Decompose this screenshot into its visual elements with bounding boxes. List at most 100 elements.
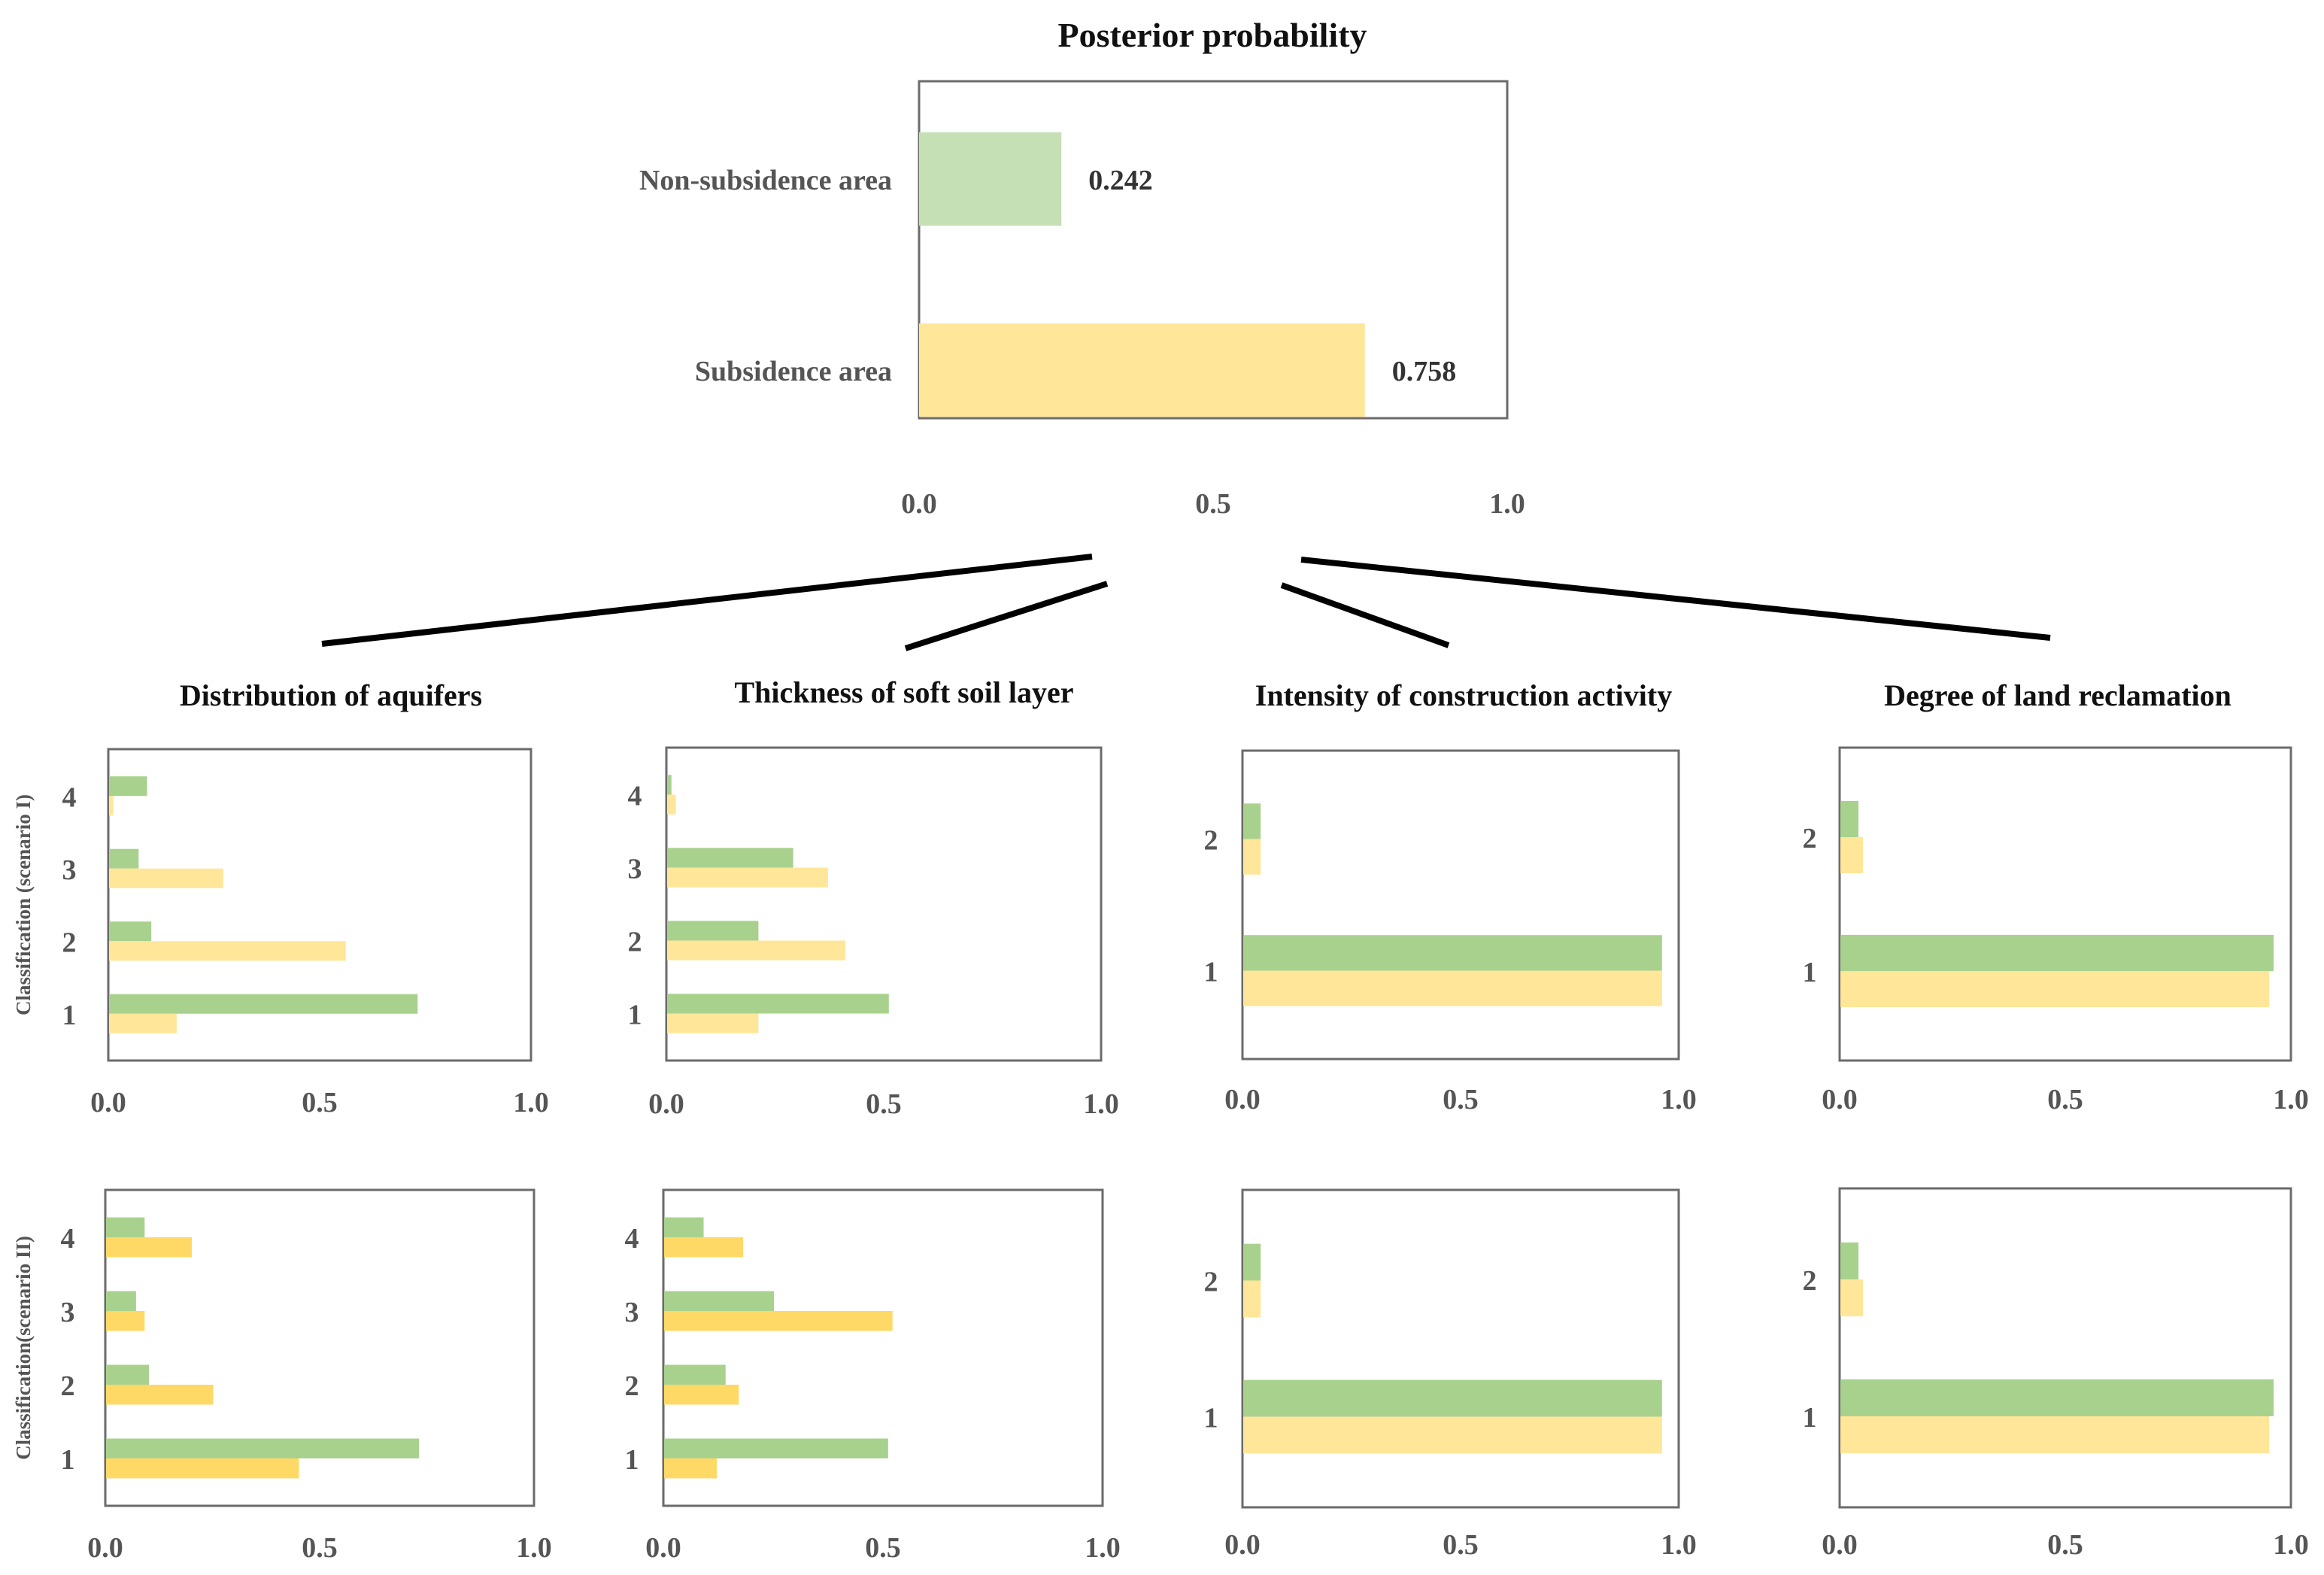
- bar-subsidence: [106, 1237, 192, 1258]
- plot-frame: [1838, 746, 2292, 1062]
- x-tick-label: 0.0: [90, 1087, 126, 1118]
- category-label: 1: [628, 1000, 642, 1031]
- chart-reclamation-s1: Degree of land reclamation 1 2 0.0 0.5 1.0: [1803, 678, 2309, 1115]
- bar-non-subsidence: [1243, 803, 1261, 839]
- posterior-value-label: 0.758: [1392, 356, 1457, 387]
- x-tick-label: 0.5: [302, 1087, 338, 1118]
- category-label: 2: [1204, 1267, 1218, 1298]
- chart-construction-s1: Intensity of construction activity 1 2 0.0 0…: [1204, 678, 1697, 1115]
- y-axis-label: Classification (scenario I): [12, 794, 35, 1015]
- x-tick-label: 0.5: [865, 1532, 901, 1564]
- bar-non-subsidence: [664, 1217, 704, 1237]
- category-label: 2: [625, 1370, 639, 1402]
- category-label: 4: [628, 781, 642, 812]
- connector-soft-soil: [904, 581, 1109, 651]
- category-label: 2: [62, 927, 77, 958]
- category-label: 4: [62, 781, 77, 813]
- posterior-x-tick: 1.0: [1489, 488, 1525, 520]
- bar-subsidence: [667, 867, 828, 888]
- x-tick-label: 0.0: [1822, 1529, 1858, 1561]
- posterior-x-tick: 0.5: [1195, 488, 1231, 520]
- x-tick-label: 0.0: [87, 1532, 123, 1564]
- bar-non-subsidence: [667, 848, 793, 868]
- chart-title: Thickness of soft soil layer: [734, 675, 1073, 709]
- bar-non-subsidence: [109, 776, 147, 797]
- x-tick-label: 0.0: [645, 1532, 681, 1564]
- network-connectors: [321, 554, 2051, 651]
- bar-subsidence: [109, 868, 223, 888]
- bar-non-subsidence: [106, 1438, 420, 1458]
- category-label: 2: [628, 927, 642, 958]
- bar-subsidence: [1243, 1280, 1261, 1318]
- bar-subsidence: [109, 796, 114, 816]
- bar-non-subsidence: [109, 994, 418, 1014]
- plot-frame: [1838, 1187, 2292, 1509]
- bar-non-subsidence: [667, 994, 889, 1014]
- bar-non-subsidence: [667, 775, 672, 795]
- bar-subsidence: [1840, 1279, 1863, 1317]
- bar-subsidence: [1840, 837, 1863, 874]
- bar-non-subsidence: [664, 1291, 774, 1311]
- posterior-bar-1: [919, 132, 1062, 226]
- category-label: 1: [1803, 1402, 1817, 1434]
- posterior-value-label: 0.242: [1088, 165, 1153, 196]
- bar-subsidence: [664, 1385, 739, 1405]
- chart-reclamation-s2: 1 2 0.0 0.5 1.0: [1803, 1187, 2309, 1561]
- bar-subsidence: [667, 940, 845, 960]
- bar-non-subsidence: [664, 1364, 726, 1385]
- bar-subsidence: [667, 794, 676, 815]
- x-tick-label: 1.0: [1661, 1529, 1697, 1561]
- x-tick-label: 1.0: [516, 1532, 552, 1564]
- chart-aquifers-s1: Distribution of aquifers 1 2 3 4 0.0 0.5 1.0 Cla…: [12, 678, 549, 1118]
- bar-subsidence: [664, 1458, 718, 1479]
- bar-non-subsidence: [109, 848, 139, 869]
- bar-subsidence: [106, 1311, 145, 1331]
- bar-subsidence: [1243, 1416, 1662, 1454]
- chart-title: Intensity of construction activity: [1255, 678, 1672, 712]
- category-label: 2: [61, 1370, 75, 1402]
- x-tick-label: 0.5: [1443, 1084, 1479, 1115]
- posterior-chart: Posterior probability Non-subsidence area…: [639, 16, 1525, 520]
- bar-subsidence: [109, 941, 346, 961]
- bar-subsidence: [664, 1311, 893, 1331]
- category-label: 2: [1803, 823, 1817, 854]
- category-label: 3: [62, 854, 77, 886]
- bar-non-subsidence: [1243, 935, 1662, 971]
- posterior-title: Posterior probability: [1057, 16, 1367, 54]
- bar-subsidence: [667, 1013, 759, 1033]
- x-tick-label: 1.0: [513, 1087, 549, 1118]
- bar-non-subsidence: [1243, 1243, 1261, 1281]
- bar-subsidence: [664, 1237, 744, 1258]
- plot-frame: [1241, 749, 1680, 1061]
- bar-subsidence: [1243, 970, 1662, 1006]
- category-label: 3: [628, 854, 642, 885]
- category-label: 1: [61, 1444, 75, 1476]
- bar-subsidence: [109, 1013, 177, 1033]
- category-label: 3: [625, 1297, 639, 1328]
- bar-non-subsidence: [664, 1438, 888, 1458]
- category-label: 3: [61, 1297, 75, 1328]
- bar-non-subsidence: [106, 1217, 145, 1237]
- connector-reclamation: [1300, 557, 2051, 641]
- bar-subsidence: [1840, 971, 2269, 1008]
- category-label: 4: [625, 1223, 639, 1255]
- chart-aquifers-s2: 1 2 3 4 0.0 0.5 1.0 Classification(scenario II): [12, 1188, 552, 1564]
- bar-non-subsidence: [1840, 1379, 2274, 1416]
- y-axis-label: Classification(scenario II): [12, 1236, 35, 1460]
- bar-non-subsidence: [1840, 800, 1858, 837]
- category-label: 1: [625, 1444, 639, 1476]
- x-tick-label: 0.0: [1224, 1529, 1261, 1561]
- x-tick-label: 1.0: [1083, 1088, 1119, 1120]
- category-label: 2: [1204, 825, 1218, 857]
- posterior-category-label: Non-subsidence area: [639, 165, 892, 196]
- posterior-bar-2: [919, 323, 1365, 417]
- x-tick-label: 0.0: [1224, 1084, 1261, 1115]
- bar-non-subsidence: [1840, 934, 2274, 971]
- bar-non-subsidence: [106, 1364, 149, 1385]
- chart-soil-s1: Thickness of soft soil layer 1 2 3 4 0.0 0.5 1.…: [628, 675, 1119, 1120]
- x-tick-label: 0.5: [302, 1532, 338, 1564]
- connector-aquifers: [321, 554, 1093, 647]
- category-label: 2: [1803, 1265, 1817, 1297]
- x-tick-label: 1.0: [2273, 1529, 2309, 1561]
- bar-subsidence: [106, 1458, 299, 1479]
